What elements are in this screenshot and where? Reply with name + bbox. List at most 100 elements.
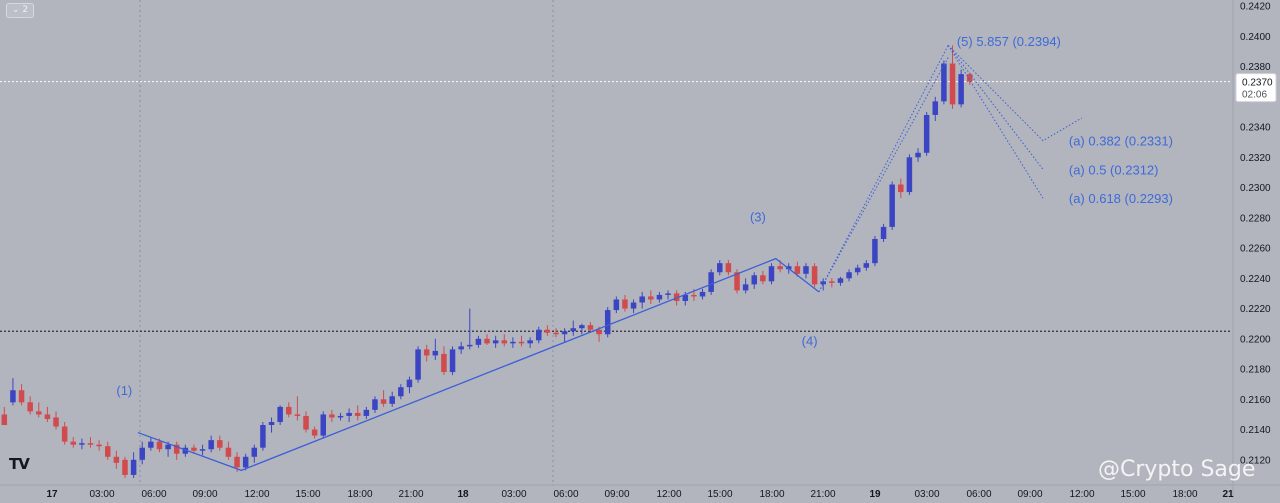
candle bbox=[570, 320, 576, 336]
candle-body bbox=[156, 441, 163, 450]
candle bbox=[96, 440, 102, 451]
candle bbox=[837, 276, 844, 286]
time-tick-label: 06:00 bbox=[966, 489, 991, 498]
candle-body bbox=[18, 390, 25, 403]
time-tick-label: 12:00 bbox=[1069, 489, 1094, 498]
candle-body bbox=[415, 349, 421, 380]
candle-body bbox=[449, 349, 456, 373]
candle-body bbox=[923, 114, 930, 153]
candle-body bbox=[372, 399, 378, 410]
price-tick-label: 0.2240 bbox=[1240, 274, 1271, 285]
price-tick-label: 0.2140 bbox=[1240, 425, 1271, 436]
candle-body bbox=[87, 443, 94, 445]
candle bbox=[61, 421, 68, 445]
time-tick-label: 21 bbox=[1222, 489, 1234, 498]
candle-body bbox=[829, 281, 835, 283]
candle bbox=[484, 334, 490, 345]
candle-body bbox=[70, 441, 77, 445]
candle-body bbox=[785, 266, 792, 270]
candle bbox=[561, 328, 568, 342]
candle-body bbox=[27, 402, 33, 412]
candle-body bbox=[691, 294, 697, 297]
candle-body bbox=[475, 338, 482, 345]
collapse-indicators-button[interactable]: ⌄ 2 bbox=[6, 3, 34, 18]
candle-body bbox=[208, 440, 214, 450]
tradingview-logo: TV bbox=[9, 455, 30, 473]
candle bbox=[492, 335, 499, 348]
candle-body bbox=[803, 266, 809, 274]
candle-body bbox=[889, 184, 895, 227]
candle-body bbox=[949, 63, 956, 105]
time-tick-label: 15:00 bbox=[295, 489, 320, 498]
candle bbox=[432, 338, 439, 360]
price-tick-label: 0.2420 bbox=[1240, 2, 1271, 13]
candle-body bbox=[958, 74, 964, 105]
candle-body bbox=[441, 353, 447, 373]
candle-body bbox=[467, 344, 473, 347]
candle bbox=[863, 260, 870, 271]
candle-body bbox=[277, 406, 283, 422]
candle bbox=[475, 335, 482, 348]
candle bbox=[449, 346, 456, 376]
candle bbox=[510, 337, 516, 348]
candle bbox=[639, 291, 645, 309]
candle-body bbox=[113, 456, 120, 463]
time-tick-label: 19 bbox=[869, 489, 881, 498]
candle bbox=[622, 294, 628, 312]
candle bbox=[467, 308, 473, 350]
candle bbox=[173, 441, 180, 460]
candle bbox=[872, 235, 878, 267]
candle bbox=[1, 406, 8, 426]
candle-body bbox=[604, 310, 611, 335]
candle bbox=[251, 444, 258, 463]
candle bbox=[846, 269, 852, 282]
candle-body bbox=[596, 329, 602, 335]
candle-body bbox=[182, 447, 189, 454]
candle bbox=[579, 323, 585, 335]
wave-annotation: (4) bbox=[802, 333, 818, 348]
time-tick-label: 15:00 bbox=[707, 489, 732, 498]
candle bbox=[191, 444, 197, 454]
candle-body bbox=[777, 266, 783, 270]
candle bbox=[742, 278, 749, 294]
candle bbox=[932, 96, 939, 121]
time-tick-label: 17 bbox=[46, 489, 58, 498]
candle bbox=[294, 396, 301, 421]
candle-body bbox=[251, 447, 258, 457]
candle bbox=[915, 148, 921, 162]
candle bbox=[923, 111, 930, 156]
candle-body bbox=[139, 447, 145, 460]
candle-body bbox=[725, 263, 732, 273]
candle-body bbox=[363, 409, 370, 416]
time-tick-label: 09:00 bbox=[604, 489, 629, 498]
candle-body bbox=[820, 281, 826, 285]
candle-body bbox=[286, 406, 292, 415]
projection-line bbox=[818, 57, 949, 293]
candle bbox=[268, 417, 275, 433]
candle-body bbox=[191, 447, 197, 451]
time-tick-label: 06:00 bbox=[141, 489, 166, 498]
candle bbox=[967, 72, 973, 85]
candle-body bbox=[751, 275, 757, 285]
candle bbox=[225, 441, 232, 460]
candle bbox=[501, 334, 508, 347]
candle-body bbox=[432, 350, 439, 356]
candle bbox=[354, 405, 361, 421]
candle-body bbox=[1, 414, 8, 426]
candle-body bbox=[61, 426, 68, 442]
candle bbox=[182, 444, 189, 457]
candle bbox=[544, 325, 551, 336]
candle bbox=[423, 344, 430, 362]
candle bbox=[372, 396, 378, 413]
candle-body bbox=[234, 456, 240, 468]
watermark: @Crypto Sage bbox=[1098, 457, 1256, 482]
candle-body bbox=[863, 263, 870, 268]
candle bbox=[363, 406, 370, 419]
candle bbox=[536, 326, 542, 344]
candle-body bbox=[225, 447, 232, 457]
time-tick-label: 21:00 bbox=[810, 489, 835, 498]
candle bbox=[18, 384, 25, 406]
projection-line bbox=[947, 45, 1083, 142]
